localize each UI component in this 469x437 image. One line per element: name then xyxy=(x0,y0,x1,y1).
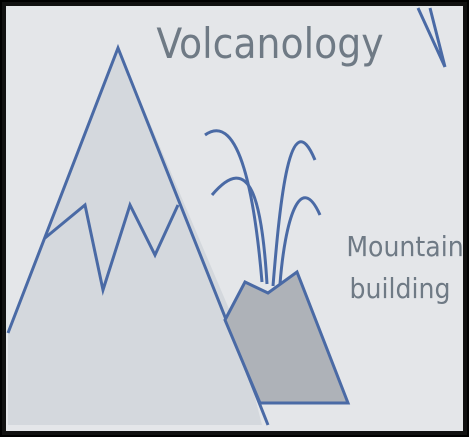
label: building xyxy=(350,272,451,305)
title: Volcanology xyxy=(156,19,383,68)
label: Mountain xyxy=(346,230,463,263)
diagram: Volcanology Mountain building xyxy=(0,0,469,437)
page: Volcanology Mountain building (() => { c… xyxy=(0,0,469,437)
